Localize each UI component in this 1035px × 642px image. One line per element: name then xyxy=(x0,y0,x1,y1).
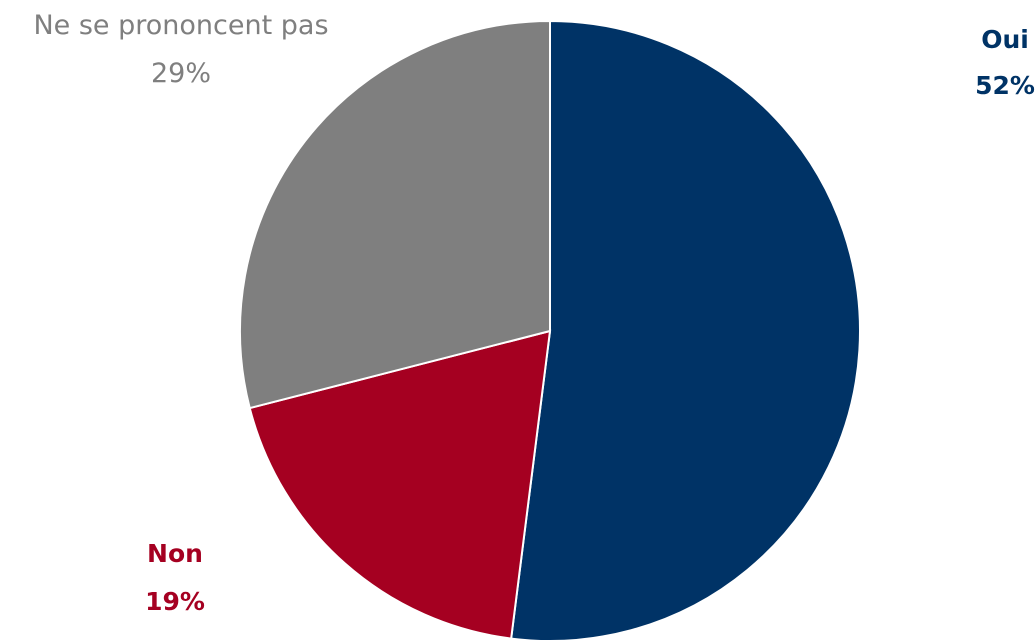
pie-slice-non xyxy=(248,329,552,640)
slice-value-ne-se-prononcent-pas: 29% xyxy=(151,58,211,89)
slice-label-ne-se-prononcent-pas: Ne se prononcent pas xyxy=(33,10,328,41)
slice-value-oui: 52% xyxy=(975,71,1035,100)
slice-value-non: 19% xyxy=(145,587,205,616)
slice-label-oui: Oui xyxy=(981,25,1029,54)
pie-slice-ne-se-prononcent-pas xyxy=(239,19,551,410)
pie-slice-oui xyxy=(510,19,861,642)
pie-labels: Oui 52% Non 19% Ne se prononcent pas 29% xyxy=(33,10,1034,616)
slice-label-non: Non xyxy=(147,539,203,568)
pie-slices xyxy=(239,19,861,642)
